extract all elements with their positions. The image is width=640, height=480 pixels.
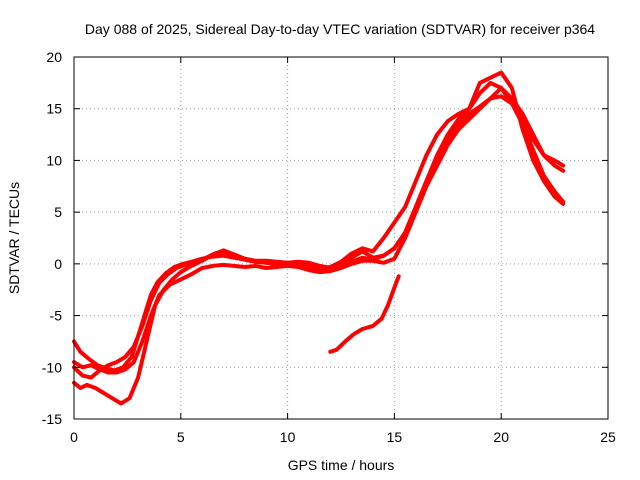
x-axis-label: GPS time / hours bbox=[288, 457, 395, 473]
y-axis-label: SDTVAR / TECUs bbox=[6, 182, 22, 294]
axis-ticks: 0 5 10 15 20 25 -15 -10 -5 0 5 10 15 20 bbox=[42, 49, 616, 445]
series-line-track-3 bbox=[72, 70, 566, 406]
series-line-track-5 bbox=[328, 274, 401, 354]
y-tick-label: -15 bbox=[42, 411, 62, 427]
series-group bbox=[72, 70, 566, 406]
y-tick-label: -10 bbox=[42, 359, 62, 375]
series-line-track-2 bbox=[72, 86, 566, 375]
chart-title: Day 088 of 2025, Sidereal Day-to-day VTE… bbox=[85, 21, 595, 37]
x-tick-label: 5 bbox=[177, 429, 185, 445]
y-tick-label: 0 bbox=[54, 256, 62, 272]
y-tick-label: 15 bbox=[46, 101, 62, 117]
x-tick-label: 0 bbox=[70, 429, 78, 445]
x-tick-label: 15 bbox=[387, 429, 403, 445]
y-tick-label: -5 bbox=[50, 308, 63, 324]
y-tick-label: 20 bbox=[46, 49, 62, 65]
x-tick-label: 25 bbox=[600, 429, 616, 445]
y-tick-label: 5 bbox=[54, 204, 62, 220]
grid-lines bbox=[74, 57, 608, 419]
y-tick-label: 10 bbox=[46, 152, 62, 168]
plot-frame bbox=[73, 56, 609, 420]
x-tick-label: 20 bbox=[493, 429, 509, 445]
series-line-track-4 bbox=[72, 80, 566, 380]
x-tick-label: 10 bbox=[280, 429, 296, 445]
